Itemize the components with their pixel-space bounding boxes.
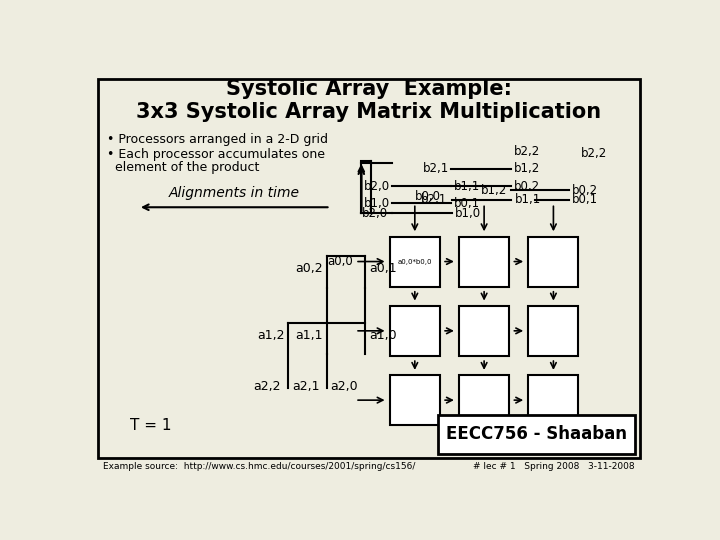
Bar — [528, 306, 578, 356]
Text: a0,1: a0,1 — [369, 262, 397, 275]
Text: Systolic Array  Example:: Systolic Array Example: — [226, 79, 512, 99]
Text: • Each processor accumulates one: • Each processor accumulates one — [107, 148, 325, 161]
Text: b2,2: b2,2 — [514, 145, 540, 158]
Text: b1,1: b1,1 — [454, 180, 480, 193]
Text: T = 1: T = 1 — [130, 417, 172, 433]
Text: Alignments in time: Alignments in time — [168, 186, 300, 200]
Text: a2,1: a2,1 — [292, 380, 320, 393]
Text: a1,1: a1,1 — [295, 329, 323, 342]
Text: EECC756 - Shaaban: EECC756 - Shaaban — [446, 426, 626, 443]
Bar — [528, 237, 578, 287]
Text: a0,0*b0,0: a0,0*b0,0 — [397, 259, 432, 265]
Bar — [459, 306, 509, 356]
Text: b0,0: b0,0 — [415, 191, 441, 204]
Text: element of the product: element of the product — [107, 161, 260, 174]
Text: b2,2: b2,2 — [581, 147, 607, 160]
Text: a1,2: a1,2 — [257, 329, 284, 342]
Text: b1,2: b1,2 — [514, 162, 540, 176]
Text: b0,1: b0,1 — [572, 193, 598, 206]
Text: Example source:  http://www.cs.hmc.edu/courses/2001/spring/cs156/: Example source: http://www.cs.hmc.edu/co… — [104, 462, 415, 471]
Bar — [459, 237, 509, 287]
Text: b2,1: b2,1 — [421, 193, 448, 206]
Bar — [390, 237, 440, 287]
Text: a0,0: a0,0 — [327, 255, 353, 268]
Text: a2,0: a2,0 — [330, 380, 358, 393]
Text: b1,0: b1,0 — [455, 207, 482, 220]
Text: b2,1: b2,1 — [423, 162, 449, 176]
Text: b0,1: b0,1 — [454, 197, 480, 210]
Text: • Processors arranged in a 2-D grid: • Processors arranged in a 2-D grid — [107, 132, 328, 146]
Bar — [390, 375, 440, 425]
Bar — [390, 306, 440, 356]
Text: a2,2: a2,2 — [253, 380, 281, 393]
Text: b1,0: b1,0 — [364, 197, 390, 210]
Bar — [438, 415, 634, 454]
Text: b2,0: b2,0 — [362, 207, 388, 220]
Text: a1,0: a1,0 — [369, 329, 397, 342]
Bar — [528, 375, 578, 425]
Text: # lec # 1   Spring 2008   3-11-2008: # lec # 1 Spring 2008 3-11-2008 — [473, 462, 634, 471]
Text: b0,2: b0,2 — [572, 184, 598, 197]
Text: b2,0: b2,0 — [364, 180, 390, 193]
Bar — [459, 375, 509, 425]
Text: b0,2: b0,2 — [514, 180, 540, 193]
Text: b1,2: b1,2 — [480, 184, 507, 197]
Text: b1,1: b1,1 — [515, 193, 541, 206]
Text: 3x3 Systolic Array Matrix Multiplication: 3x3 Systolic Array Matrix Multiplication — [136, 102, 602, 122]
Text: a0,2: a0,2 — [295, 262, 323, 275]
